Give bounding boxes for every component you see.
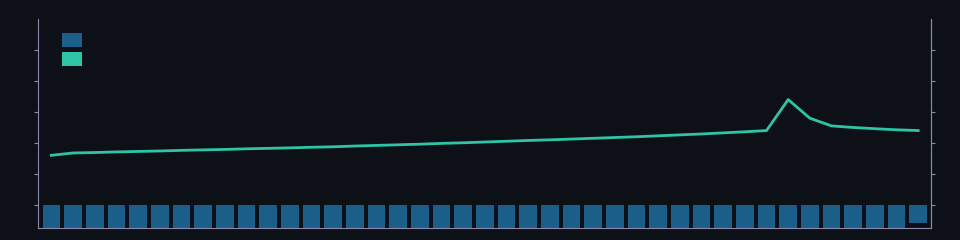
Bar bbox=[62, 52, 82, 66]
Bar bbox=[606, 205, 624, 240]
Bar bbox=[130, 205, 147, 240]
Bar bbox=[909, 205, 927, 223]
Bar bbox=[714, 205, 732, 240]
Bar bbox=[866, 205, 884, 240]
Bar bbox=[780, 205, 797, 240]
Bar bbox=[324, 205, 342, 240]
Bar bbox=[237, 205, 255, 240]
Bar bbox=[888, 205, 905, 228]
Bar bbox=[844, 205, 862, 240]
Bar bbox=[346, 205, 364, 240]
Bar bbox=[801, 205, 819, 240]
Bar bbox=[281, 205, 299, 240]
Bar bbox=[411, 205, 429, 240]
Bar bbox=[368, 205, 385, 240]
Bar bbox=[649, 205, 667, 240]
Bar bbox=[151, 205, 169, 240]
Bar bbox=[173, 205, 190, 240]
Bar bbox=[563, 205, 581, 240]
Bar bbox=[108, 205, 126, 240]
Bar bbox=[302, 205, 321, 240]
Bar bbox=[497, 205, 516, 240]
Bar bbox=[259, 205, 277, 240]
Bar bbox=[454, 205, 472, 240]
Bar bbox=[540, 205, 559, 240]
Bar bbox=[85, 205, 104, 240]
Bar bbox=[519, 205, 537, 240]
Bar bbox=[585, 205, 602, 240]
Bar bbox=[64, 205, 82, 240]
Bar bbox=[628, 205, 645, 240]
Bar bbox=[389, 205, 407, 240]
Bar bbox=[757, 205, 776, 240]
Bar bbox=[823, 205, 840, 240]
Bar bbox=[216, 205, 233, 240]
Bar bbox=[476, 205, 493, 240]
Bar bbox=[736, 205, 754, 240]
Bar bbox=[42, 205, 60, 240]
Bar bbox=[194, 205, 212, 240]
Bar bbox=[671, 205, 688, 240]
Bar bbox=[692, 205, 710, 240]
Bar bbox=[433, 205, 450, 240]
Bar bbox=[62, 33, 82, 47]
